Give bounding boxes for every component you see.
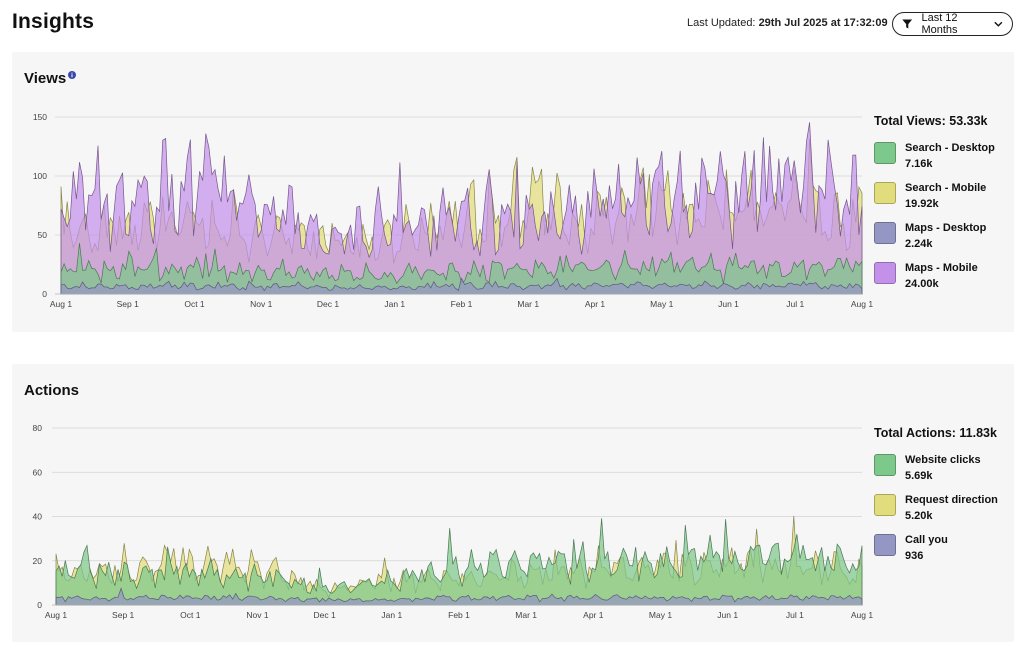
- legend-label: Search - Desktop: [905, 142, 995, 154]
- x-tick-label: Feb 1: [448, 610, 470, 620]
- views-legend: Total Views: 53.33k Search - Desktop 7.16…: [874, 114, 1014, 302]
- legend-swatch: [874, 182, 896, 204]
- last-updated-label: Last Updated:: [687, 17, 756, 29]
- legend-item-search-desktop[interactable]: Search - Desktop 7.16k: [874, 142, 1014, 182]
- filter-label: Last 12 Months: [921, 12, 958, 36]
- actions-card: Actions 0 20 40 60 80 Aug 1 Sep 1 Oct 1 Nov 1 Dec…: [12, 364, 1014, 642]
- x-tick-label: Oct 1: [180, 610, 201, 620]
- series-area-website-clicks: [55, 518, 863, 606]
- y-tick-label: 60: [33, 467, 43, 477]
- actions-chart: 0 20 40 60 80 Aug 1 Sep 1 Oct 1 Nov 1 Dec 1 Jan 1 F…: [33, 423, 874, 620]
- legend-value: 5.69k: [905, 470, 933, 482]
- legend-item-search-mobile[interactable]: Search - Mobile 19.92k: [874, 182, 1014, 222]
- actions-legend: Total Actions: 11.83k Website clicks 5.69…: [874, 426, 1014, 574]
- legend-value: 2.24k: [905, 238, 933, 250]
- views-title-text: Views: [24, 70, 67, 87]
- actions-total: Total Actions: 11.83k: [874, 426, 997, 440]
- x-tick-label: Aug 1: [851, 610, 873, 620]
- last-updated: Last Updated: 29th Jul 2025 at 17:32:09: [687, 17, 888, 29]
- legend-label: Request direction: [905, 494, 998, 506]
- y-tick-label: 0: [42, 289, 47, 299]
- legend-label: Search - Mobile: [905, 182, 987, 194]
- legend-text: Request direction 5.20k: [905, 492, 998, 524]
- views-chart: 0 50 100 150 Aug 1 Sep 1 Oct 1 Nov 1 Dec 1 Jan 1 F…: [33, 112, 874, 309]
- legend-text: Search - Mobile 19.92k: [905, 180, 986, 212]
- x-tick-label: Nov 1: [246, 610, 268, 620]
- x-tick-label: Sep 1: [112, 610, 134, 620]
- series-area-maps-desktop: [60, 277, 863, 295]
- legend-item-website-clicks[interactable]: Website clicks 5.69k: [874, 454, 1014, 494]
- date-range-filter-button[interactable]: Last 12 Months: [892, 12, 1013, 36]
- x-tick-label: Jun 1: [718, 299, 739, 309]
- legend-text: Website clicks 5.69k: [905, 452, 981, 484]
- last-updated-value: 29th Jul 2025 at 17:32:09: [758, 17, 888, 29]
- legend-label: Call you: [905, 534, 948, 546]
- legend-value: 7.16k: [905, 158, 933, 170]
- x-tick-label: Apr 1: [583, 610, 604, 620]
- actions-title-text: Actions: [24, 382, 80, 399]
- legend-swatch: [874, 494, 896, 516]
- actions-title: Actions: [24, 382, 79, 399]
- x-tick-label: May 1: [650, 299, 673, 309]
- x-tick-label: Jun 1: [717, 610, 738, 620]
- x-tick-label: Jul 1: [786, 610, 804, 620]
- legend-text: Maps - Desktop 2.24k: [905, 220, 986, 252]
- x-tick-label: Oct 1: [184, 299, 205, 309]
- y-tick-label: 150: [33, 112, 47, 122]
- x-tick-label: Feb 1: [451, 299, 473, 309]
- info-icon[interactable]: [68, 71, 77, 79]
- y-tick-label: 20: [33, 556, 43, 566]
- y-tick-label: 40: [33, 512, 43, 522]
- legend-value: 19.92k: [905, 198, 939, 210]
- x-tick-label: Jan 1: [381, 610, 402, 620]
- x-tick-label: Nov 1: [250, 299, 272, 309]
- legend-label: Maps - Mobile: [905, 262, 978, 274]
- legend-item-call-you[interactable]: Call you 936: [874, 534, 1014, 574]
- x-tick-label: Dec 1: [314, 610, 336, 620]
- x-tick-label: Jan 1: [384, 299, 405, 309]
- legend-value: 5.20k: [905, 510, 933, 522]
- legend-swatch: [874, 142, 896, 164]
- legend-item-maps-mobile[interactable]: Maps - Mobile 24.00k: [874, 262, 1014, 302]
- page-title: Insights: [12, 10, 95, 33]
- x-tick-label: May 1: [649, 610, 672, 620]
- legend-text: Search - Desktop 7.16k: [905, 140, 995, 172]
- legend-swatch: [874, 222, 896, 244]
- x-tick-label: Apr 1: [585, 299, 606, 309]
- legend-item-maps-desktop[interactable]: Maps - Desktop 2.24k: [874, 222, 1014, 262]
- x-tick-label: Sep 1: [117, 299, 139, 309]
- x-tick-label: Mar 1: [517, 299, 539, 309]
- legend-swatch: [874, 262, 896, 284]
- x-tick-label: Dec 1: [317, 299, 339, 309]
- y-tick-label: 50: [38, 230, 48, 240]
- legend-label: Website clicks: [905, 454, 981, 466]
- x-tick-label: Mar 1: [515, 610, 537, 620]
- legend-item-request-direction[interactable]: Request direction 5.20k: [874, 494, 1014, 534]
- x-tick-label: Jul 1: [786, 299, 804, 309]
- legend-swatch: [874, 454, 896, 476]
- y-tick-label: 100: [33, 171, 47, 181]
- x-tick-label: Aug 1: [45, 610, 67, 620]
- filter-icon: [902, 19, 913, 29]
- series-area-maps-mobile: [60, 122, 863, 295]
- series-area-call-you: [55, 587, 863, 606]
- legend-text: Call you 936: [905, 532, 948, 564]
- legend-swatch: [874, 534, 896, 556]
- legend-value: 24.00k: [905, 278, 939, 290]
- views-card: Views 0 50 100 150 Aug 1 Sep 1 Oct 1 Nov 1 Dec 1…: [12, 52, 1014, 332]
- views-total: Total Views: 53.33k: [874, 114, 988, 128]
- views-title: Views: [24, 70, 77, 87]
- x-tick-label: Aug 1: [50, 299, 72, 309]
- legend-label: Maps - Desktop: [905, 222, 987, 234]
- x-tick-label: Aug 1: [851, 299, 873, 309]
- legend-text: Maps - Mobile 24.00k: [905, 260, 978, 292]
- y-tick-label: 0: [37, 600, 42, 610]
- y-tick-label: 80: [33, 423, 43, 433]
- legend-value: 936: [905, 550, 924, 562]
- chevron-down-icon: [994, 21, 1003, 27]
